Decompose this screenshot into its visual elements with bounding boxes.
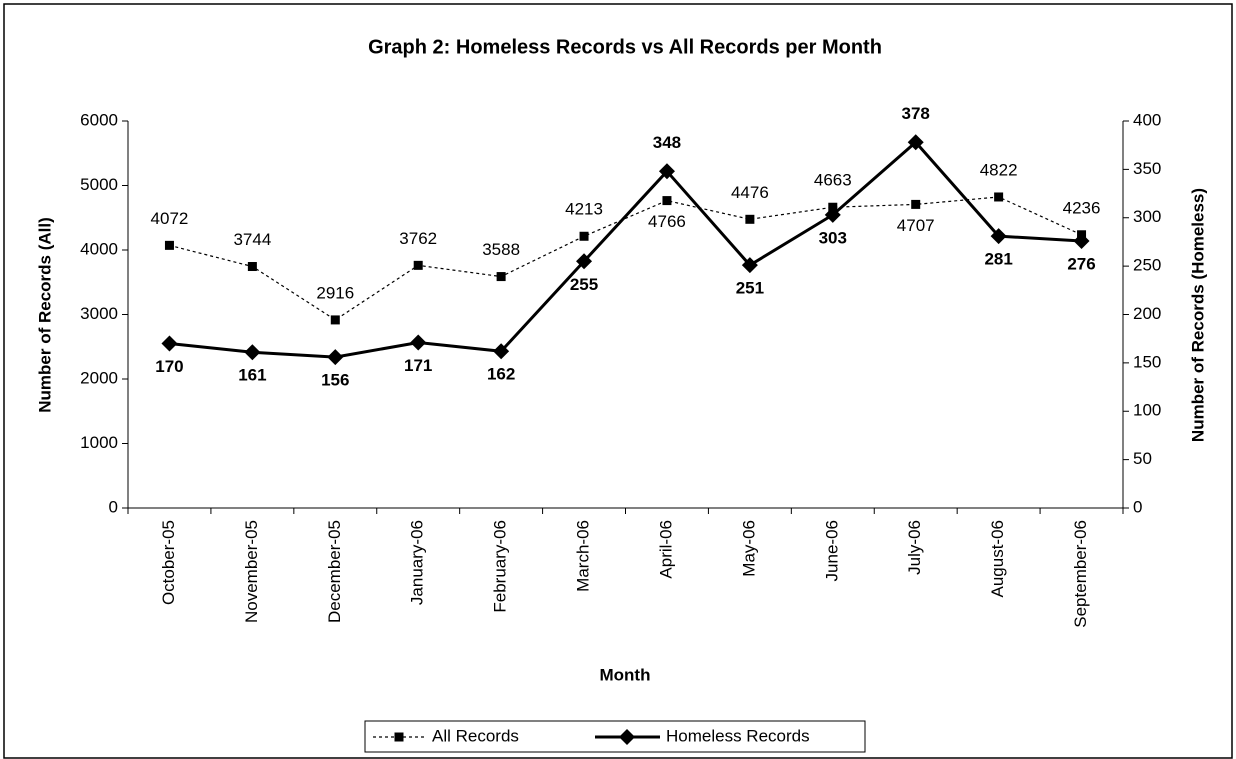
y-tick-label: 1000 bbox=[80, 433, 118, 452]
data-label: 281 bbox=[984, 250, 1012, 269]
x-tick-label: August-06 bbox=[988, 520, 1007, 598]
data-label: 3588 bbox=[482, 240, 520, 259]
marker bbox=[413, 260, 423, 270]
y2-tick-label: 0 bbox=[1133, 497, 1142, 516]
data-label: 161 bbox=[238, 366, 266, 385]
x-tick-label: October-05 bbox=[159, 520, 178, 605]
x-tick-label: September-06 bbox=[1071, 520, 1090, 628]
marker bbox=[662, 196, 672, 206]
data-label: 251 bbox=[736, 279, 764, 298]
y-tick-label: 0 bbox=[109, 497, 118, 516]
x-tick-label: June-06 bbox=[822, 520, 841, 581]
y2-tick-label: 100 bbox=[1133, 401, 1161, 420]
chart-frame bbox=[3, 3, 1233, 759]
marker bbox=[994, 192, 1004, 202]
data-label: 255 bbox=[570, 275, 598, 294]
marker bbox=[327, 349, 344, 366]
data-label: 3762 bbox=[399, 229, 437, 248]
data-label: 4822 bbox=[980, 160, 1018, 179]
x-axis-title: Month bbox=[600, 665, 651, 684]
y2-tick-label: 200 bbox=[1133, 304, 1161, 323]
marker bbox=[1073, 232, 1090, 249]
data-label: 4476 bbox=[731, 183, 769, 202]
x-tick-label: November-05 bbox=[242, 520, 261, 623]
y-tick-label: 3000 bbox=[80, 304, 118, 323]
legend-label: Homeless Records bbox=[666, 726, 810, 745]
y2-tick-label: 400 bbox=[1133, 110, 1161, 129]
marker bbox=[658, 163, 675, 180]
data-label: 276 bbox=[1067, 254, 1095, 273]
x-tick-label: December-05 bbox=[325, 520, 344, 623]
y2-tick-label: 350 bbox=[1133, 159, 1161, 178]
data-label: 156 bbox=[321, 371, 349, 390]
y-tick-label: 5000 bbox=[80, 175, 118, 194]
marker bbox=[907, 134, 924, 151]
marker bbox=[741, 257, 758, 274]
x-tick-label: February-06 bbox=[491, 520, 510, 613]
legend-marker bbox=[394, 732, 404, 742]
chart-title: Graph 2: Homeless Records vs All Records… bbox=[368, 36, 882, 58]
marker bbox=[579, 231, 589, 241]
data-label: 4663 bbox=[814, 171, 852, 190]
y-tick-label: 4000 bbox=[80, 239, 118, 258]
data-label: 4236 bbox=[1063, 198, 1101, 217]
x-tick-label: January-06 bbox=[408, 520, 427, 605]
data-label: 2916 bbox=[316, 283, 354, 302]
data-label: 4213 bbox=[565, 200, 603, 219]
y2-tick-label: 50 bbox=[1133, 449, 1152, 468]
legend-label: All Records bbox=[432, 726, 519, 745]
data-label: 348 bbox=[653, 133, 681, 152]
marker bbox=[496, 272, 506, 282]
data-label: 4766 bbox=[648, 212, 686, 231]
data-label: 3744 bbox=[233, 230, 271, 249]
marker bbox=[745, 214, 755, 224]
marker bbox=[247, 262, 257, 272]
marker bbox=[161, 335, 178, 352]
data-label: 162 bbox=[487, 365, 515, 384]
x-tick-label: April-06 bbox=[656, 520, 675, 579]
marker bbox=[410, 334, 427, 351]
series-line bbox=[169, 140, 1082, 359]
y-tick-label: 2000 bbox=[80, 368, 118, 387]
x-tick-label: May-06 bbox=[739, 520, 758, 577]
legend-marker bbox=[619, 729, 635, 745]
marker bbox=[493, 343, 510, 360]
y2-tick-label: 250 bbox=[1133, 256, 1161, 275]
y2-tick-label: 150 bbox=[1133, 352, 1161, 371]
marker bbox=[990, 228, 1007, 245]
data-label: 171 bbox=[404, 356, 432, 375]
y2-tick-label: 300 bbox=[1133, 207, 1161, 226]
marker bbox=[911, 199, 921, 209]
marker bbox=[330, 315, 340, 325]
y2-axis-title: Number of Records (Homeless) bbox=[1188, 188, 1207, 442]
data-label: 4072 bbox=[151, 209, 189, 228]
y-tick-label: 6000 bbox=[80, 110, 118, 129]
x-tick-label: March-06 bbox=[574, 520, 593, 592]
marker bbox=[164, 240, 174, 250]
marker bbox=[824, 206, 841, 223]
y-axis-title: Number of Records (All) bbox=[35, 217, 54, 413]
marker bbox=[576, 253, 593, 270]
data-label: 303 bbox=[819, 228, 847, 247]
data-label: 170 bbox=[155, 357, 183, 376]
data-label: 4707 bbox=[897, 216, 935, 235]
data-label: 378 bbox=[902, 104, 930, 123]
x-tick-label: July-06 bbox=[905, 520, 924, 575]
marker bbox=[244, 344, 261, 361]
